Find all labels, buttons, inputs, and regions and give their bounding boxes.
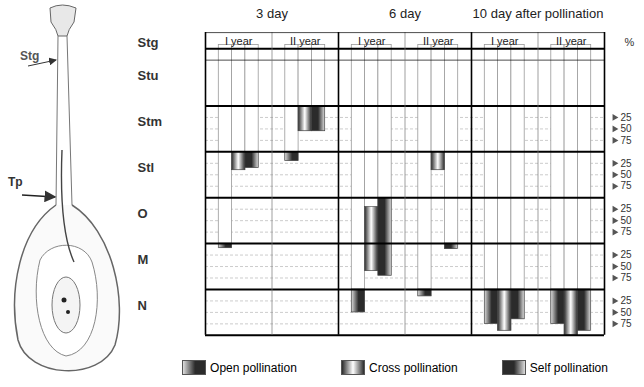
svg-text:75: 75 <box>621 272 633 283</box>
svg-text:I year: I year <box>491 35 519 47</box>
svg-text:25: 25 <box>621 158 633 169</box>
svg-text:I year: I year <box>358 35 386 47</box>
svg-text:25: 25 <box>621 203 633 214</box>
svg-text:N: N <box>138 298 147 313</box>
svg-text:Tp: Tp <box>8 175 23 189</box>
svg-text:25: 25 <box>621 249 633 260</box>
svg-text:II year: II year <box>290 35 321 47</box>
svg-text:Stg: Stg <box>138 35 159 50</box>
svg-text:50: 50 <box>621 169 633 180</box>
html-text:Open pollination: Open pollination <box>210 360 297 375</box>
html-text:Self pollination: Self pollination <box>529 360 608 375</box>
svg-text:Stu: Stu <box>138 68 159 83</box>
svg-text:75: 75 <box>621 180 633 191</box>
svg-text:75: 75 <box>621 135 633 146</box>
svg-text:O: O <box>138 206 148 221</box>
svg-text:25: 25 <box>621 295 633 306</box>
svg-text:75: 75 <box>621 318 633 329</box>
svg-text:II year: II year <box>423 35 454 47</box>
svg-text:Stm: Stm <box>138 114 163 129</box>
svg-text:50: 50 <box>621 261 633 272</box>
svg-text:10 day after pollination: 10 day after pollination <box>473 6 604 21</box>
svg-text:6 day: 6 day <box>389 6 421 21</box>
svg-text:50: 50 <box>621 215 633 226</box>
svg-text:50: 50 <box>621 307 633 318</box>
svg-text:I year: I year <box>225 35 253 47</box>
svg-text:Stg: Stg <box>20 49 39 63</box>
svg-text:50: 50 <box>621 123 633 134</box>
svg-text:II year: II year <box>556 35 587 47</box>
svg-text:25: 25 <box>621 112 633 123</box>
svg-text:3 day: 3 day <box>256 6 288 21</box>
svg-text:75: 75 <box>621 226 633 237</box>
html-text:Cross pollination: Cross pollination <box>369 360 458 375</box>
svg-text:%: % <box>625 36 635 48</box>
svg-text:M: M <box>138 252 149 267</box>
svg-text:Stl: Stl <box>138 160 155 175</box>
